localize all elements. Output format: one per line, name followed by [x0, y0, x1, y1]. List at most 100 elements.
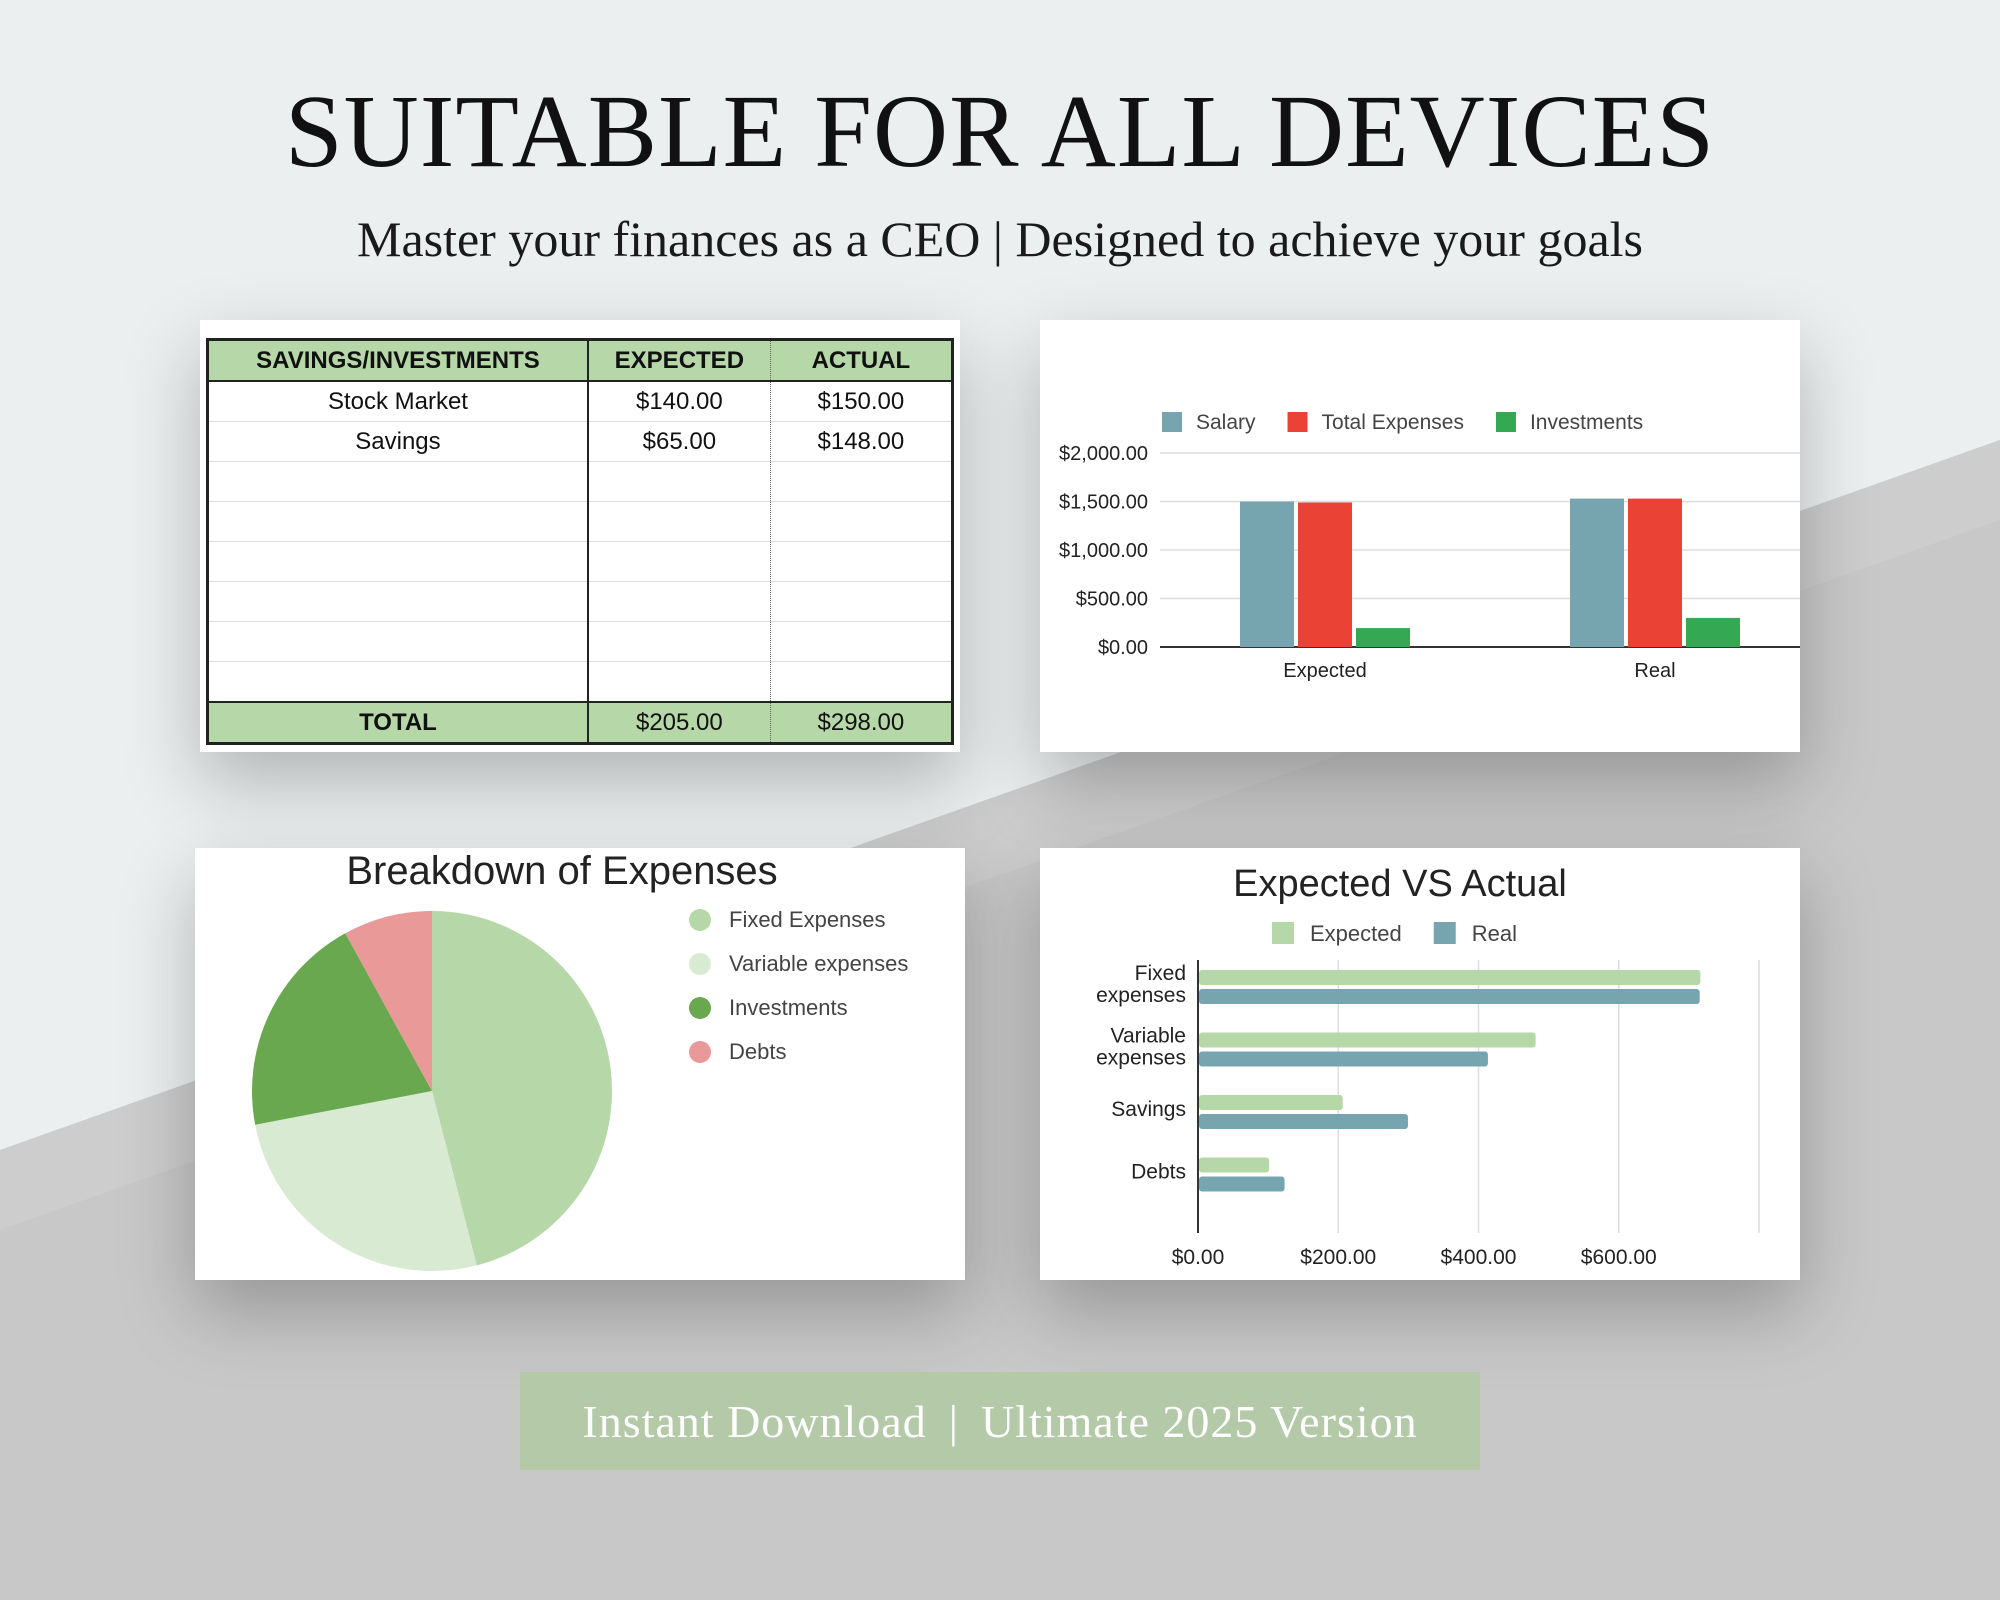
table-cell[interactable]	[205, 661, 589, 703]
legend-label: Debts	[729, 1039, 786, 1064]
table-row	[205, 661, 955, 703]
legend-label: Total Expenses	[1322, 411, 1464, 434]
bar	[1356, 628, 1410, 647]
expense-breakdown-card: Breakdown of Expenses Fixed Expenses Varia…	[195, 848, 965, 1280]
column-header[interactable]: EXPECTED	[587, 338, 771, 382]
x-tick-label: $400.00	[1441, 1246, 1517, 1269]
x-tick-label: $0.00	[1172, 1246, 1225, 1269]
legend-label: Salary	[1196, 411, 1256, 434]
column-header[interactable]: ACTUAL	[770, 338, 955, 382]
table-total-row: TOTAL $205.00 $298.00	[205, 701, 955, 745]
table-cell[interactable]	[205, 541, 589, 582]
y-tick-label: Variable	[1111, 1025, 1187, 1048]
column-header[interactable]: SAVINGS/INVESTMENTS	[205, 338, 589, 382]
table-cell[interactable]	[770, 661, 955, 703]
y-tick-label: Fixed	[1135, 962, 1186, 985]
table-cell[interactable]	[587, 621, 771, 662]
expected-vs-actual-card: Expected VS Actual Expected Real $0.00 $200.…	[1040, 848, 1800, 1280]
table-row	[205, 621, 955, 662]
table-row: Savings $65.00 $148.00	[205, 421, 955, 462]
table-cell[interactable]	[587, 581, 771, 622]
table-cell[interactable]: $140.00	[587, 381, 771, 422]
bar	[1199, 1032, 1536, 1048]
table-cell[interactable]	[205, 621, 589, 662]
footer-separator: |	[948, 1395, 959, 1447]
table-cell[interactable]	[587, 541, 771, 582]
page-title: SUITABLE FOR ALL DEVICES	[284, 74, 1716, 189]
table-cell[interactable]	[587, 461, 771, 502]
bar	[1199, 1095, 1343, 1110]
y-tick-label: $2,000.00	[1059, 443, 1148, 465]
table-cell[interactable]: Stock Market	[205, 381, 589, 422]
table-cell[interactable]: $65.00	[587, 421, 771, 462]
y-tick-label: Debts	[1131, 1161, 1186, 1184]
table-cell[interactable]: Savings	[205, 421, 589, 462]
table-cell[interactable]	[587, 661, 771, 703]
x-tick-label: $600.00	[1581, 1246, 1657, 1269]
footer-version: Ultimate 2025 Version	[980, 1395, 1418, 1447]
chart-title: Expected VS Actual	[1233, 863, 1567, 905]
footer-instant-download: Instant Download	[582, 1395, 927, 1447]
savings-table-card: SAVINGS/INVESTMENTS EXPECTED ACTUAL Stoc…	[200, 320, 960, 752]
table-cell[interactable]	[205, 461, 589, 502]
pie-slice	[255, 1091, 477, 1271]
bar	[1199, 970, 1701, 985]
legend-label: Investments	[729, 995, 848, 1020]
table-row	[205, 581, 955, 622]
table-row	[205, 541, 955, 582]
table-cell[interactable]	[770, 541, 955, 582]
legend-swatch	[1272, 922, 1294, 944]
y-tick-label: expenses	[1096, 984, 1186, 1007]
bar	[1199, 989, 1700, 1004]
legend-swatch	[689, 1041, 711, 1063]
table-cell[interactable]	[770, 461, 955, 502]
legend-swatch	[689, 909, 711, 931]
table-cell[interactable]	[770, 501, 955, 542]
bar	[1199, 1176, 1285, 1192]
pie-slice	[432, 911, 613, 1266]
legend-swatch	[1162, 412, 1182, 432]
total-expected[interactable]: $205.00	[587, 701, 771, 745]
x-tick-label: Expected	[1283, 660, 1366, 682]
legend-label: Investments	[1530, 411, 1643, 434]
total-label[interactable]: TOTAL	[205, 701, 589, 745]
x-tick-label: $200.00	[1300, 1246, 1376, 1269]
bar	[1570, 498, 1624, 647]
chart-title: Breakdown of Expenses	[346, 849, 777, 893]
table-cell[interactable]	[205, 501, 589, 542]
legend-label: Real	[1472, 921, 1517, 946]
table-row	[205, 461, 955, 502]
y-tick-label: $1,500.00	[1059, 492, 1148, 514]
legend-swatch	[1287, 412, 1308, 432]
legend-label: Expected	[1310, 921, 1402, 946]
y-tick-label: Savings	[1111, 1098, 1186, 1121]
y-tick-label: expenses	[1096, 1047, 1186, 1070]
bar	[1298, 502, 1352, 647]
legend-swatch	[1495, 412, 1516, 432]
table-cell[interactable]	[587, 501, 771, 542]
legend-swatch	[1433, 922, 1456, 944]
expected-vs-actual-chart: Expected VS Actual Expected Real $0.00 $200.…	[1096, 863, 1760, 1269]
footer-banner: Instant Download | Ultimate 2025 Version	[520, 1372, 1480, 1470]
legend-swatch	[689, 953, 711, 975]
pie-slice	[252, 933, 432, 1125]
legend-label: Fixed Expenses	[729, 907, 886, 932]
salary-expenses-chart-card: Salary Total Expenses Investments $0.00 $500…	[1040, 320, 1820, 752]
table-cell[interactable]	[770, 581, 955, 622]
expense-breakdown-chart: Breakdown of Expenses Fixed Expenses Varia…	[252, 849, 908, 1271]
bar	[1628, 498, 1682, 647]
table-row: Stock Market $140.00 $150.00	[205, 381, 955, 422]
x-tick-label: Real	[1634, 660, 1675, 682]
total-actual[interactable]: $298.00	[770, 701, 955, 745]
page-subtitle: Master your finances as a CEO | Designed…	[356, 211, 1643, 267]
legend-swatch	[689, 997, 711, 1019]
legend-label: Variable expenses	[729, 951, 908, 976]
table-cell[interactable]: $150.00	[770, 381, 955, 422]
bar	[1686, 617, 1740, 647]
table-cell[interactable]	[770, 621, 955, 662]
table-cell[interactable]: $148.00	[770, 421, 955, 462]
y-tick-label: $500.00	[1076, 589, 1148, 611]
bar	[1199, 1051, 1488, 1067]
y-tick-label: $0.00	[1098, 637, 1148, 659]
table-cell[interactable]	[205, 581, 589, 622]
